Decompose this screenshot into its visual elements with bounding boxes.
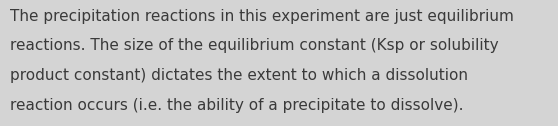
Text: The precipitation reactions in this experiment are just equilibrium: The precipitation reactions in this expe… (10, 9, 514, 24)
Text: reaction occurs (i.e. the ability of a precipitate to dissolve).: reaction occurs (i.e. the ability of a p… (10, 98, 464, 113)
Text: reactions. The size of the equilibrium constant (Ksp or solubility: reactions. The size of the equilibrium c… (10, 38, 499, 53)
Text: product constant) dictates the extent to which a dissolution: product constant) dictates the extent to… (10, 68, 468, 83)
